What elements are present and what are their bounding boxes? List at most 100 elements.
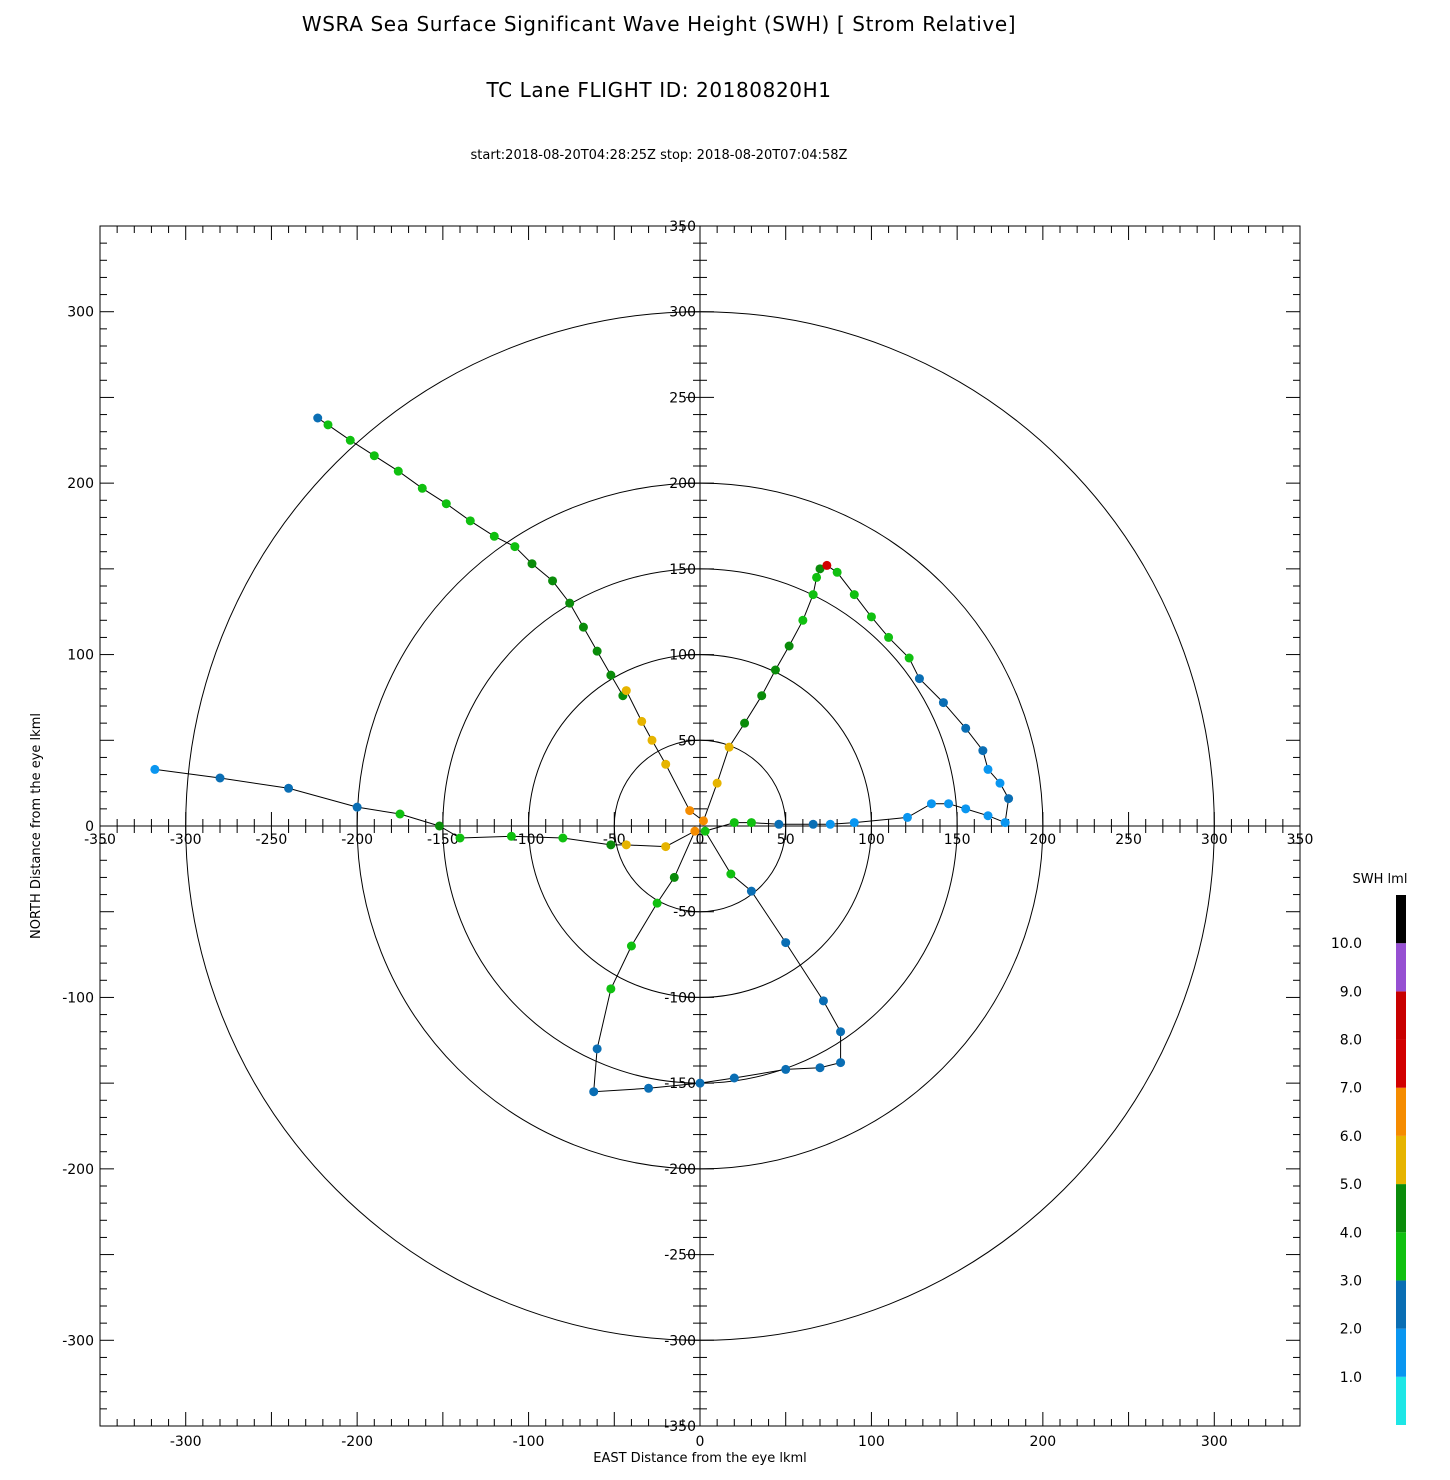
x-tick-label: -300 [170,1434,202,1450]
swh-point [884,632,894,642]
x-tick-label: 300 [1201,1434,1228,1450]
tick-marks [99,225,1301,1427]
swh-point [724,742,734,752]
swh-point [313,413,323,423]
swh-point [784,641,794,651]
center-y-tick-label: 350 [669,219,696,235]
center-x-tick-label: 150 [944,832,971,848]
swh-point [808,590,818,600]
center-y-tick-label: -50 [673,905,696,921]
swh-point [589,1087,599,1097]
center-x-tick-label: -250 [256,832,288,848]
center-x-tick-label: 0 [696,832,705,848]
center-x-tick-label: 200 [1029,832,1056,848]
swh-point [818,996,828,1006]
swh-point [926,799,936,809]
colorbar-label: 7.0 [1340,1081,1362,1097]
swh-point [825,819,835,829]
center-y-tick-label: 150 [669,562,696,578]
center-y-tick-label: -100 [664,990,696,1006]
time-range: start:2018-08-20T04:28:25Z stop: 2018-08… [470,148,848,163]
swh-point [849,590,859,600]
swh-point [822,560,832,570]
chart-subtitle: TC Lane FLIGHT ID: 20180820H1 [486,78,832,102]
chart-title: WSRA Sea Surface Significant Wave Height… [301,12,1017,36]
center-y-tick-label: 100 [669,648,696,664]
swh-point [352,802,362,812]
colorbar: 10.0 9.0 8.0 7.0 6.0 5.0 4.0 3.0 2.0 1.0 [1331,895,1406,1425]
swh-point [812,572,822,582]
swh-point [1004,794,1014,804]
swh-point [781,938,791,948]
swh-point [647,735,657,745]
center-x-tick-label: 350 [1287,832,1314,848]
swh-point [746,818,756,828]
swh-point [849,818,859,828]
swh-point [904,653,914,663]
swh-point [510,542,520,552]
swh-point [902,812,912,822]
y-tick-label: 0 [85,819,94,835]
swh-point [548,576,558,586]
colorbar-label: 10.0 [1331,936,1362,952]
swh-point [798,615,808,625]
swh-point [983,764,993,774]
center-y-tick-label: 300 [669,305,696,321]
swh-point [770,665,780,675]
swh-point [434,821,444,831]
x-tick-label: 100 [858,1434,885,1450]
tick-labels: -300 -300 -200 -200 -100 -100 0 0 100 100 200 200 30… [62,219,1313,1450]
swh-point [700,826,710,836]
colorbar-band [1396,1232,1406,1281]
swh-point [740,718,750,728]
colorbar-label: 5.0 [1340,1177,1362,1193]
swh-point [284,783,294,793]
colorbar-band [1396,943,1406,992]
colorbar-band [1396,1184,1406,1233]
colorbar-band [1396,895,1406,944]
swh-point [978,746,988,756]
swh-point [578,622,588,632]
flight-track [154,417,1010,1093]
y-tick-label: -100 [62,990,94,1006]
y-tick-label: -200 [62,1162,94,1178]
swh-point [698,816,708,826]
center-y-tick-label: 250 [669,390,696,406]
y-tick-label: 200 [67,476,94,492]
y-tick-label: -300 [62,1333,94,1349]
swh-point [441,499,451,509]
colorbar-label: 1.0 [1340,1370,1362,1386]
swh-point [455,833,465,843]
center-x-tick-label: -150 [427,832,459,848]
swh-point [746,886,756,896]
swh-point [774,819,784,829]
swh-point [417,483,427,493]
swh-point [995,778,1005,788]
swh-point [215,773,225,783]
swh-points [150,413,1014,1097]
center-y-tick-label: -250 [664,1248,696,1264]
center-x-tick-label: -300 [170,832,202,848]
swh-point [592,1044,602,1054]
swh-point [621,686,631,696]
swh-point [815,1063,825,1073]
swh-point [914,674,924,684]
center-x-tick-label: -350 [84,832,116,848]
swh-point [983,811,993,821]
track-line [154,417,1010,1093]
swh-point [395,809,405,819]
colorbar-band [1396,1328,1406,1377]
colorbar-label: 6.0 [1340,1129,1362,1145]
swh-point [621,840,631,850]
swh-point [150,764,160,774]
center-y-tick-label: 200 [669,476,696,492]
swh-point [565,598,575,608]
swh-point [961,804,971,814]
colorbar-band [1396,1135,1406,1185]
x-tick-label: 0 [696,1434,705,1450]
swh-point [712,778,722,788]
swh-point [808,819,818,829]
swh-point [669,872,679,882]
swh-point [637,716,647,726]
